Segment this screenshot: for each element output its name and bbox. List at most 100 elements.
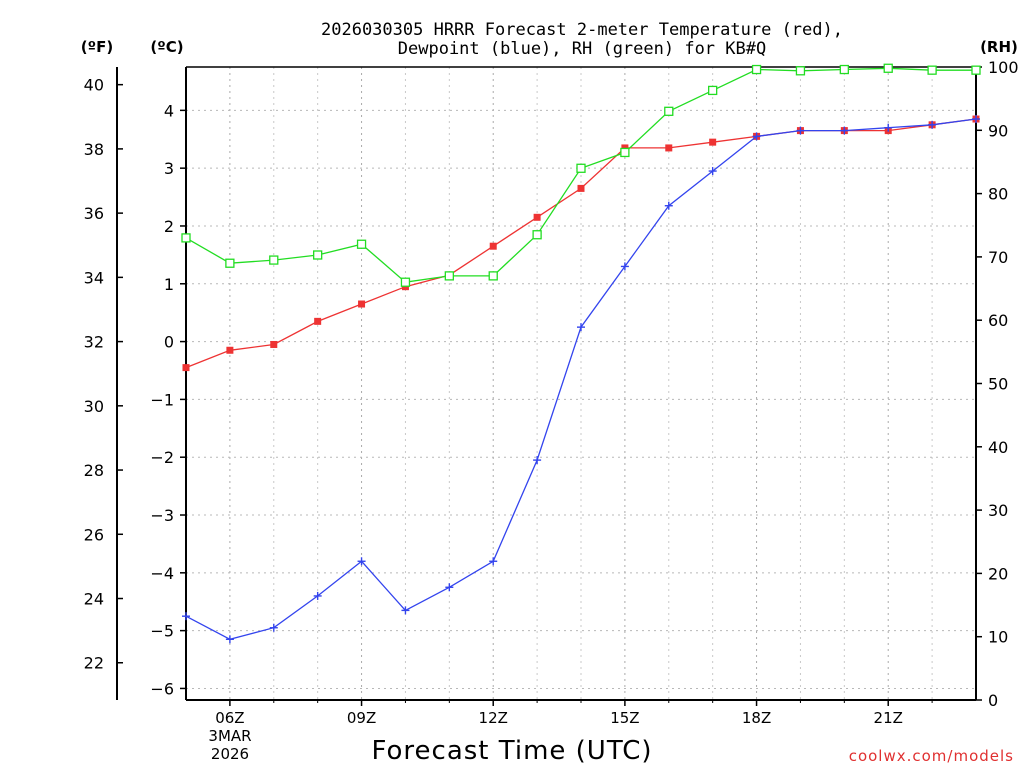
dewpoint-point xyxy=(840,126,849,135)
temperature-point xyxy=(182,364,190,372)
rh-point xyxy=(576,163,586,173)
chart-title-line2: Dewpoint (blue), RH (green) for KB#Q xyxy=(398,39,766,59)
rh-point xyxy=(488,271,498,281)
celsius-tick-label: −5 xyxy=(150,622,174,641)
celsius-tick-label: −4 xyxy=(150,564,174,583)
rh-point xyxy=(356,239,367,249)
temperature-point xyxy=(709,138,717,146)
x-tick-label: 15Z xyxy=(610,709,639,727)
celsius-tick-label: −6 xyxy=(150,679,174,698)
rh-point xyxy=(971,65,981,75)
date-label-year: 2026 xyxy=(211,745,249,763)
celsius-tick-label: 3 xyxy=(164,159,174,178)
rh-axis-unit: (RH) xyxy=(980,38,1018,56)
dewpoint-point xyxy=(489,557,498,566)
rh-point xyxy=(620,147,630,158)
temperature-point xyxy=(270,340,278,348)
celsius-axis-unit: (ºC) xyxy=(150,38,183,56)
rh-tick-label: 50 xyxy=(988,375,1008,394)
x-tick-label: 06Z xyxy=(215,709,244,727)
temperature-point xyxy=(358,300,366,308)
rh-point xyxy=(269,255,279,265)
temperature-point xyxy=(489,242,497,250)
dewpoint-point xyxy=(577,323,585,332)
rh-point xyxy=(883,63,893,73)
dewpoint-point xyxy=(796,126,805,135)
axes: −6−5−4−3−2−10123422242628303234363840010… xyxy=(84,58,1019,727)
rh-point xyxy=(795,66,806,76)
celsius-tick-label: −1 xyxy=(150,390,174,409)
data-series xyxy=(181,63,981,644)
celsius-tick-label: −3 xyxy=(150,506,174,525)
dewpoint-point xyxy=(972,115,980,124)
x-tick-label: 21Z xyxy=(874,709,903,727)
rh-point xyxy=(751,64,762,75)
rh-tick-label: 90 xyxy=(988,121,1008,140)
fahrenheit-tick-label: 38 xyxy=(84,140,104,159)
temperature-point xyxy=(226,346,234,354)
rh-point xyxy=(444,271,454,281)
dewpoint-point xyxy=(664,201,673,210)
dewpoint-point xyxy=(225,635,234,644)
fahrenheit-tick-label: 34 xyxy=(84,268,104,287)
fahrenheit-tick-label: 36 xyxy=(84,204,104,223)
fahrenheit-tick-label: 24 xyxy=(84,590,104,609)
celsius-tick-label: 1 xyxy=(164,275,174,294)
dewpoint-point xyxy=(269,623,278,632)
chart-title-line1: 2026030305 HRRR Forecast 2-meter Tempera… xyxy=(321,20,843,40)
fahrenheit-axis-unit: (ºF) xyxy=(81,38,113,56)
rh-tick-label: 0 xyxy=(988,691,998,710)
fahrenheit-tick-label: 28 xyxy=(84,461,104,480)
x-tick-label: 18Z xyxy=(742,709,771,727)
x-tick-label: 12Z xyxy=(479,709,508,727)
rh-point xyxy=(927,65,937,75)
dewpoint-point xyxy=(708,167,717,176)
date-label-day: 3MAR xyxy=(208,727,251,745)
rh-point xyxy=(400,277,411,287)
rh-tick-label: 40 xyxy=(988,438,1008,457)
dewpoint-point xyxy=(313,591,322,600)
rh-point xyxy=(839,64,849,75)
rh-tick-label: 20 xyxy=(988,564,1008,583)
temperature-point xyxy=(533,213,541,221)
celsius-tick-label: 0 xyxy=(164,333,174,352)
dewpoint-point xyxy=(533,456,542,465)
fahrenheit-tick-label: 30 xyxy=(84,397,104,416)
rh-tick-label: 100 xyxy=(988,58,1019,77)
dewpoint-point xyxy=(752,132,761,141)
dewpoint-point xyxy=(357,557,366,566)
dewpoint-point xyxy=(620,262,629,271)
series-rh xyxy=(181,63,981,287)
rh-tick-label: 30 xyxy=(988,501,1008,520)
rh-tick-label: 10 xyxy=(988,628,1008,647)
rh-point xyxy=(181,233,191,243)
rh-point xyxy=(664,106,674,116)
dewpoint-point xyxy=(401,606,410,615)
dewpoint-point xyxy=(445,583,454,592)
dewpoint-point xyxy=(182,612,190,621)
rh-tick-label: 80 xyxy=(988,185,1008,204)
celsius-tick-label: −2 xyxy=(150,448,174,467)
temperature-point xyxy=(314,317,322,325)
fahrenheit-tick-label: 26 xyxy=(84,525,104,544)
watermark-text: coolwx.com/models xyxy=(849,747,1014,765)
rh-point xyxy=(225,258,235,268)
celsius-tick-label: 4 xyxy=(164,101,174,120)
fahrenheit-tick-label: 32 xyxy=(84,333,104,352)
x-axis-title: Forecast Time (UTC) xyxy=(371,736,652,766)
rh-tick-label: 70 xyxy=(988,248,1008,267)
temperature-point xyxy=(577,184,585,192)
fahrenheit-tick-label: 22 xyxy=(84,654,104,673)
rh-point xyxy=(532,230,542,240)
x-tick-label: 09Z xyxy=(347,709,376,727)
rh-point xyxy=(708,85,718,96)
temperature-point xyxy=(665,144,673,152)
rh-tick-label: 60 xyxy=(988,311,1008,330)
dewpoint-point xyxy=(884,123,893,132)
series-dewpoint xyxy=(182,115,980,644)
celsius-tick-label: 2 xyxy=(164,217,174,236)
fahrenheit-tick-label: 40 xyxy=(84,76,104,95)
rh-point xyxy=(313,250,323,260)
